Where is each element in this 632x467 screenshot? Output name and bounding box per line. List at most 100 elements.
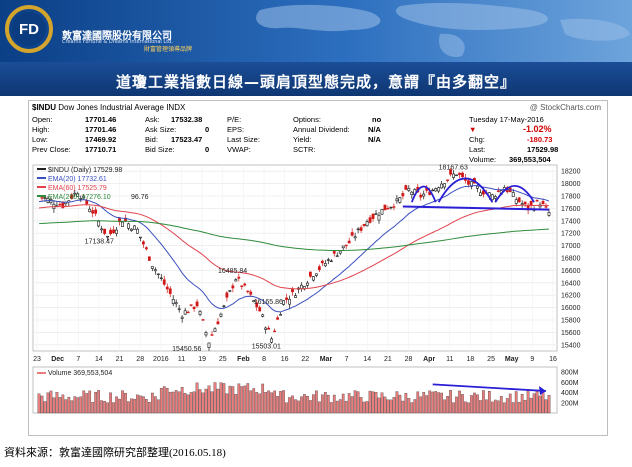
volume-bar — [505, 398, 509, 414]
volume-bar — [183, 393, 187, 414]
candle-body — [174, 302, 178, 305]
volume-bar — [106, 402, 109, 414]
volume-bar — [91, 402, 95, 414]
head-shoulders-arc — [437, 177, 494, 203]
x-tick-label: 9 — [530, 356, 534, 363]
x-tick-label: Apr — [423, 356, 435, 363]
volume-bar — [145, 399, 148, 414]
candle-body — [106, 235, 109, 238]
candle-body — [306, 282, 309, 286]
volume-bar — [467, 402, 470, 414]
volume-bar — [153, 396, 157, 414]
candle-body — [130, 228, 133, 231]
candle-body — [162, 279, 166, 285]
volume-bar — [410, 402, 414, 414]
candle-body — [395, 198, 399, 202]
volume-bar — [130, 398, 133, 414]
x-tick-label: 7 — [76, 356, 80, 363]
candle-body — [231, 285, 235, 289]
volume-bar — [437, 392, 440, 414]
candle-body — [252, 300, 256, 303]
volume-bar — [216, 388, 220, 414]
candle-body — [493, 196, 497, 199]
volume-bar — [219, 382, 223, 414]
candle-body — [294, 295, 297, 298]
volume-bar — [264, 392, 268, 414]
volume-bar — [148, 402, 151, 414]
volume-bar — [46, 392, 50, 414]
x-tick-label: 11 — [446, 356, 453, 363]
candle-body — [258, 307, 262, 312]
percent-change: -1.02% — [523, 124, 552, 134]
candle-body — [58, 203, 62, 206]
yield-label: Yield: — [293, 135, 312, 144]
volume-bar — [186, 394, 190, 414]
candle-body — [225, 292, 229, 298]
candle-body — [461, 172, 464, 178]
volume-bar — [40, 395, 44, 414]
legend-label: EMA(260) 17276.10 — [48, 194, 111, 201]
candle-body — [153, 269, 157, 272]
volume-bar — [395, 391, 399, 414]
volume-bar — [362, 401, 366, 414]
x-tick-label: 18 — [467, 356, 475, 363]
volume-bar — [270, 392, 273, 414]
volume-bar — [103, 401, 106, 414]
candle-body — [127, 223, 130, 229]
price-annotation: 17138.47 — [85, 239, 114, 246]
volume-bar — [353, 390, 357, 414]
candle-body — [434, 188, 438, 192]
dividend-label: Annual Dividend: — [293, 125, 350, 134]
volume-bar — [115, 396, 118, 414]
candle-body — [380, 209, 384, 215]
candle-body — [377, 214, 381, 221]
candle-body — [541, 201, 545, 205]
candle-body — [204, 332, 208, 336]
legend-label: EMA(20) 17732.61 — [48, 176, 107, 183]
bid-label: Bid: — [145, 135, 158, 144]
candle-body — [291, 289, 294, 293]
volume-bar — [425, 395, 429, 414]
volume-bar — [499, 396, 503, 414]
volume-bar — [431, 391, 435, 414]
candle-body — [407, 188, 411, 191]
candle-body — [168, 288, 172, 294]
x-tick-label: 16 — [549, 356, 557, 363]
candle-body — [180, 316, 184, 319]
candle-body — [511, 192, 515, 197]
volume-bar — [139, 395, 142, 414]
candle-body — [383, 204, 387, 211]
volume-bar — [156, 399, 160, 414]
volume-bar — [195, 382, 199, 414]
volume-bar — [82, 390, 86, 414]
candle-body — [136, 228, 139, 234]
volume-bar — [386, 399, 390, 414]
volume-bar — [449, 390, 452, 414]
x-tick-label: 16 — [281, 356, 289, 363]
legend-swatch — [37, 177, 46, 179]
volume-bar — [547, 395, 551, 414]
volume-bar — [94, 391, 98, 414]
x-tick-label: 28 — [405, 356, 413, 363]
candle-body — [141, 241, 145, 245]
candle-body — [285, 297, 288, 300]
candle-body — [359, 227, 363, 231]
x-tick-label: 14 — [95, 356, 103, 363]
pe-label: P/E: — [227, 115, 242, 124]
volume-bar — [43, 401, 47, 414]
volume-bar — [461, 394, 464, 414]
volume-bar — [61, 394, 65, 414]
price-annotation: 16165.86 — [254, 299, 283, 306]
volume-bar — [344, 401, 348, 414]
volume-bar — [320, 394, 324, 414]
volume-bar — [133, 398, 136, 414]
candle-body — [392, 206, 396, 208]
candle-body — [147, 256, 151, 261]
candle-body — [171, 299, 175, 304]
candle-body — [476, 185, 479, 189]
source-note: 資料來源：敦富達國際研究部整理(2016.05.18) — [4, 447, 226, 459]
x-tick-label: 25 — [219, 356, 227, 363]
candle-body — [467, 180, 470, 185]
candle-body — [386, 207, 390, 210]
candle-body — [159, 277, 163, 279]
